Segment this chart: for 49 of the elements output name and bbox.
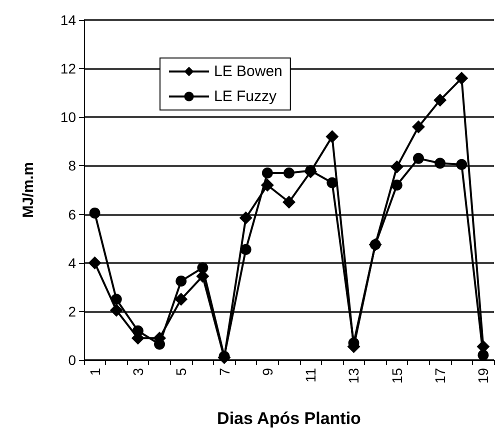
x-tick-label: 1 <box>86 368 103 376</box>
point <box>284 168 294 178</box>
y-tick-label: 12 <box>60 60 76 77</box>
x-tick-label: 19 <box>475 368 492 384</box>
point <box>456 159 468 170</box>
point <box>390 160 404 174</box>
point <box>88 256 102 270</box>
x-tick-label: 13 <box>346 368 362 384</box>
y-tick-label: 0 <box>68 352 76 368</box>
point <box>240 244 252 255</box>
point <box>260 178 274 192</box>
point <box>174 292 188 306</box>
point <box>282 196 296 209</box>
x-tick-label: 5 <box>173 368 190 376</box>
legend-label: LE Bowen <box>214 63 282 80</box>
x-tick-label: 7 <box>216 368 232 376</box>
point <box>434 94 447 107</box>
point <box>239 211 252 224</box>
point <box>391 180 402 191</box>
x-tick-label: 11 <box>302 368 319 383</box>
point <box>89 208 100 219</box>
x-tick-label: 15 <box>388 368 405 384</box>
y-tick-label: 6 <box>68 206 76 222</box>
x-axis-title: Dias Após Plantio <box>217 409 361 428</box>
y-tick-label: 2 <box>68 303 76 320</box>
y-tick-label: 14 <box>60 12 76 28</box>
x-tick-label: 3 <box>130 368 146 376</box>
point <box>176 276 187 287</box>
y-axis-title: MJ/m.m <box>20 162 37 218</box>
point <box>218 350 230 362</box>
point <box>434 158 446 169</box>
legend-label: LE Fuzzy <box>214 88 278 105</box>
point <box>478 350 489 361</box>
point <box>197 262 208 274</box>
point <box>412 152 424 164</box>
point <box>262 168 273 178</box>
point <box>110 304 123 317</box>
point <box>412 120 425 134</box>
x-tick-label: 9 <box>259 368 276 376</box>
point <box>370 239 381 250</box>
y-tick-label: 8 <box>68 158 76 174</box>
point <box>455 72 468 85</box>
x-tick-label: 17 <box>432 368 448 384</box>
y-tick-label: 4 <box>68 254 76 271</box>
point <box>132 325 144 336</box>
y-tick-label: 10 <box>60 109 76 126</box>
point <box>110 294 122 305</box>
point <box>326 130 339 144</box>
point <box>326 177 338 188</box>
